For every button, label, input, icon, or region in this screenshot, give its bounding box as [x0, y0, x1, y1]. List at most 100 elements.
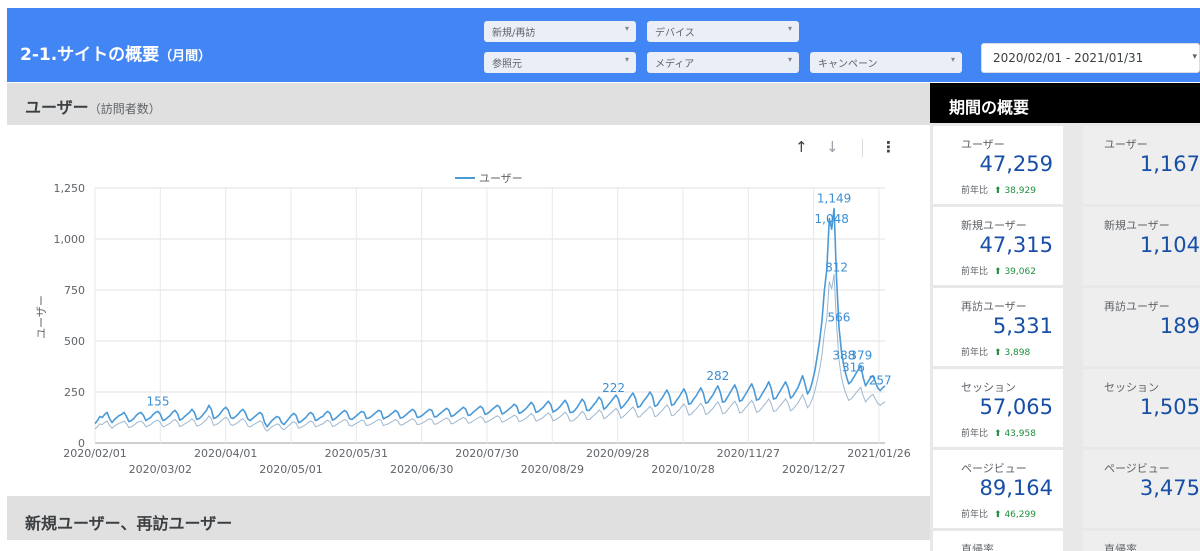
- chevron-down-icon: ▾: [1192, 52, 1197, 62]
- kpi-yoy: 前年比 ⬆ 43,958: [961, 426, 1036, 439]
- kpi-label: セッション: [961, 381, 1016, 394]
- data-label: 155: [147, 394, 170, 408]
- filter-campaign-label: キャンペーン: [818, 59, 878, 70]
- yoy-value: 38,929: [1004, 186, 1036, 196]
- data-label: 1,048: [815, 212, 849, 226]
- kpi-yoy: 前年比 ⬆ 38,929: [961, 183, 1036, 196]
- filter-medium-label: メディア: [655, 59, 695, 70]
- data-label: 812: [825, 260, 848, 274]
- kpi-label: 直帰率: [961, 543, 994, 551]
- x-tick-label: 2020/12/27: [782, 463, 845, 476]
- series-band: [94, 274, 886, 432]
- filter-new-returning-label: 新規/再訪: [492, 28, 536, 39]
- chevron-down-icon: ▾: [624, 24, 629, 33]
- kpi-value: 47,315: [979, 233, 1053, 257]
- kpi-card-sessions-daily: セッション 1,505: [1083, 369, 1200, 447]
- yoy-value: 43,958: [1004, 429, 1036, 439]
- kpi-value: 47,259: [979, 152, 1053, 176]
- kpi-value: 3,475: [1139, 476, 1200, 500]
- kpi-label: 再訪ユーザー: [1104, 300, 1170, 313]
- sort-ascending-icon[interactable]: ↑: [795, 138, 808, 156]
- kpi-value: 89,164: [979, 476, 1053, 500]
- kpi-label: ページビュー: [961, 462, 1027, 475]
- x-tick-label: 2020/06/30: [390, 463, 453, 476]
- section-users-title-main: ユーザー: [25, 98, 89, 117]
- arrow-up-icon: ⬆: [994, 429, 1002, 439]
- chevron-down-icon: ▾: [950, 55, 955, 64]
- arrow-up-icon: ⬆: [994, 348, 1002, 358]
- arrow-up-icon: ⬆: [994, 267, 1002, 277]
- kpi-label: ユーザー: [1104, 138, 1148, 151]
- date-range-value: 2020/02/01 - 2021/01/31: [993, 51, 1144, 65]
- y-tick-label: 750: [64, 284, 85, 297]
- y-axis-label: ユーザー: [35, 295, 48, 339]
- kpi-value: 5,331: [992, 314, 1053, 338]
- kpi-yoy: 前年比 ⬆ 3,898: [961, 345, 1030, 358]
- chart-legend: ユーザー: [455, 172, 523, 185]
- series-users-line: [94, 207, 886, 428]
- filter-medium[interactable]: メディア ▾: [647, 52, 799, 73]
- x-tick-label: 2020/08/29: [521, 463, 584, 476]
- date-range-picker[interactable]: 2020/02/01 - 2021/01/31 ▾: [981, 43, 1200, 73]
- kpi-yoy: 前年比 ⬆ 46,299: [961, 507, 1036, 520]
- section-users-title: ユーザー（訪問者数）: [25, 94, 161, 118]
- filter-device[interactable]: デバイス ▾: [647, 21, 799, 42]
- x-tick-label: 2020/02/01: [63, 447, 126, 460]
- kpi-card-returning-users-daily: 再訪ユーザー 189: [1083, 288, 1200, 366]
- kpi-label: 直帰率: [1104, 543, 1137, 551]
- section-users-subtitle: （訪問者数）: [88, 102, 161, 116]
- x-tick-label: 2020/11/27: [717, 447, 780, 460]
- series-users: [94, 207, 886, 428]
- chevron-down-icon: ▾: [624, 55, 629, 64]
- section-new-returning-body: [7, 540, 930, 551]
- data-label: 1,149: [817, 192, 851, 206]
- filter-device-label: デバイス: [655, 28, 695, 39]
- chevron-down-icon: ▾: [787, 55, 792, 64]
- sort-descending-icon[interactable]: ↓: [826, 138, 839, 156]
- y-tick-label: 250: [64, 386, 85, 399]
- yoy-value: 39,062: [1004, 267, 1036, 277]
- data-label: 222: [602, 381, 625, 395]
- kpi-label: ページビュー: [1104, 462, 1170, 475]
- x-tick-label: 2020/10/28: [651, 463, 714, 476]
- x-tick-label: 2020/05/31: [325, 447, 388, 460]
- y-tick-label: 1,250: [54, 182, 86, 195]
- series-users-lower: [94, 274, 886, 432]
- kpi-card-pageviews-daily: ページビュー 3,475: [1083, 450, 1200, 528]
- filter-source-label: 参照元: [492, 59, 522, 70]
- y-tick-label: 1,000: [54, 233, 86, 246]
- filter-campaign[interactable]: キャンペーン ▾: [810, 52, 962, 73]
- kpi-value: 1,505: [1139, 395, 1200, 419]
- kpi-card-bounce-rate: 直帰率: [933, 531, 1063, 551]
- kpi-card-sessions: セッション 57,065 前年比 ⬆ 43,958: [933, 369, 1063, 447]
- kpi-label: セッション: [1104, 381, 1159, 394]
- kpi-value: 189: [1159, 314, 1200, 338]
- yoy-value: 46,299: [1004, 510, 1036, 520]
- users-chart-card: 0 250 500 750 1,000 1,250 2020/02/01 2020/03/0…: [7, 125, 930, 496]
- filter-source[interactable]: 参照元 ▾: [484, 52, 636, 73]
- kpi-value: 57,065: [979, 395, 1053, 419]
- kpi-label: 新規ユーザー: [1104, 219, 1170, 232]
- kpi-yoy: 前年比 ⬆ 39,062: [961, 264, 1036, 277]
- page-title: 2-1.サイトの概要（月間）: [20, 40, 211, 65]
- kpi-card-new-users-daily: 新規ユーザー 1,104: [1083, 207, 1200, 285]
- more-options-icon[interactable]: ⋮: [881, 138, 896, 156]
- yoy-label: 前年比: [961, 429, 989, 439]
- data-label: 379: [849, 349, 872, 363]
- kpi-card-users-daily: ユーザー 1,167: [1083, 126, 1200, 204]
- filter-new-returning[interactable]: 新規/再訪 ▾: [484, 21, 636, 42]
- section-new-returning-title: 新規ユーザー、再訪ユーザー: [25, 514, 233, 533]
- data-label: 257: [869, 374, 892, 388]
- kpi-card-new-users: 新規ユーザー 47,315 前年比 ⬆ 39,062: [933, 207, 1063, 285]
- kpi-value: 1,167: [1139, 152, 1200, 176]
- yoy-label: 前年比: [961, 267, 989, 277]
- kpi-card-bounce-rate-daily: 直帰率: [1083, 531, 1200, 551]
- toolbar-divider: [862, 139, 863, 157]
- yoy-label: 前年比: [961, 186, 989, 196]
- users-line-chart: 0 250 500 750 1,000 1,250 2020/02/012020/03/0…: [35, 172, 911, 476]
- x-tick-label: 2020/07/30: [455, 447, 518, 460]
- yoy-label: 前年比: [961, 348, 989, 358]
- kpi-value: 1,104: [1139, 233, 1200, 257]
- top-strip: [0, 0, 1200, 8]
